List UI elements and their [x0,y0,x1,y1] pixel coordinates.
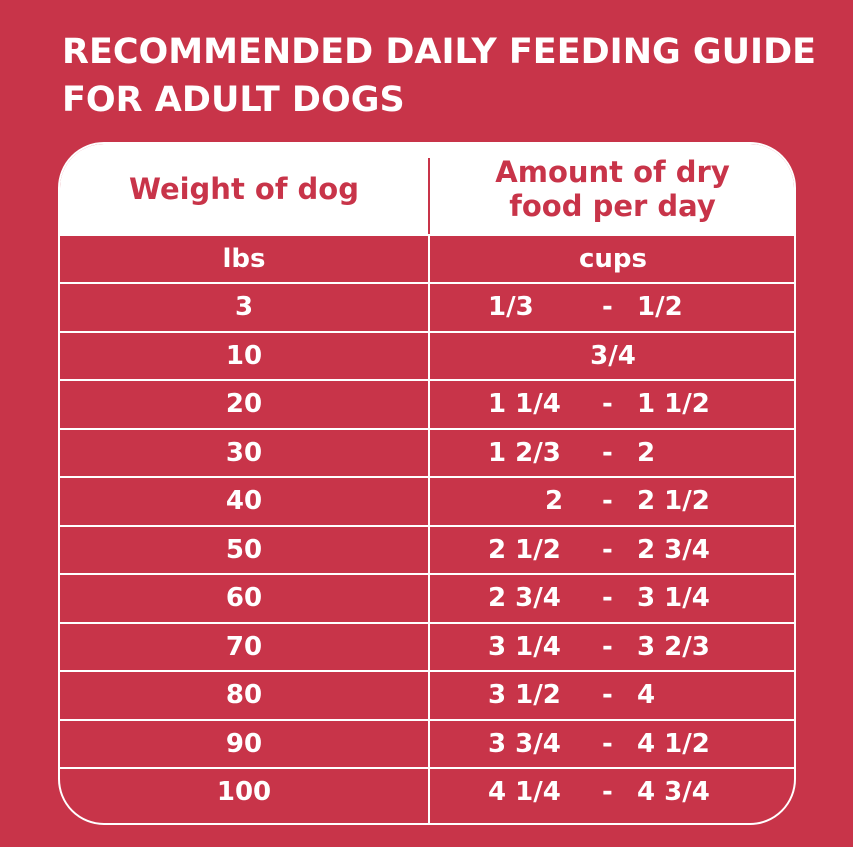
weight-cell: 30 [225,437,263,468]
table-row: 30 1 2/3 -2 [60,427,794,476]
amount-min: 1 2/3 [488,437,561,468]
amount-max: 3 2/3 [637,631,710,662]
range-dash: - [602,777,613,807]
amount-min: 1/3 [488,292,534,322]
header-amount-label: Amount of dry food per day [495,155,730,223]
amount-cell: 1 1/4 -1 1/2 [430,381,794,427]
page-title: RECOMMENDED DAILY FEEDING GUIDE FOR ADUL… [62,32,817,120]
amount-min: 2 [545,486,564,516]
range-dash: - [602,631,613,662]
amount-max: 2 1/2 [637,486,710,516]
amount-cell: 3 3/4 -4 1/2 [430,721,794,767]
weight-cell: 40 [225,486,263,516]
table-row: 3 1/3 -1/2 [60,282,794,330]
table-row: 100 4 1/4 -4 3/4 [60,767,794,815]
table-row: 10 3/4 [60,330,794,379]
amount-cell: 2 -2 1/2 [430,478,794,524]
header-amount: Amount of dry food per day [429,144,794,234]
units-weight: lbs [222,244,266,274]
amount-min: 3 1/2 [488,680,561,710]
amount-min: 3 3/4 [488,728,561,759]
range-dash: - [602,680,613,710]
header-weight: Weight of dog [128,172,359,206]
amount-min: 2 1/2 [488,534,561,565]
amount-cell: 2 1/2 -2 3/4 [430,527,794,573]
amount-max: 4 3/4 [637,777,710,807]
range-dash: - [602,486,613,516]
range-dash: - [602,292,613,322]
table-row: 70 3 1/4 -3 2/3 [60,621,794,670]
amount-max: 4 1/2 [637,728,710,759]
weight-cell: 90 [225,728,263,759]
amount-min: 1 1/4 [488,389,561,419]
amount-max: 4 [637,680,656,710]
table-header: Weight of dog Amount of dry food per day [60,144,794,234]
weight-cell: 50 [225,534,263,565]
amount-cell: 1/3 -1/2 [430,284,794,330]
amount-cell: 3/4 [430,333,794,379]
range-dash: - [602,583,613,613]
weight-cell: 10 [225,340,263,371]
range-dash: - [602,389,613,419]
amount-value: 3/4 [590,340,636,371]
weight-cell: 80 [225,680,263,710]
amount-max: 1 1/2 [637,389,710,419]
weight-cell: 3 [234,292,254,322]
units-amount: cups [578,244,647,274]
table-row: 50 2 1/2 -2 3/4 [60,524,794,573]
amount-max: 1/2 [637,292,683,322]
amount-cell: 2 3/4 -3 1/4 [430,575,794,621]
amount-min: 3 1/4 [488,631,561,662]
amount-cell: 3 1/4 -3 2/3 [430,624,794,670]
column-divider [428,234,430,823]
weight-cell: 70 [225,631,263,662]
range-dash: - [602,437,613,468]
amount-cell: 1 2/3 -2 [430,430,794,476]
weight-cell: 20 [225,389,263,419]
amount-max: 3 1/4 [637,583,710,613]
feeding-table: Weight of dog Amount of dry food per day… [58,142,796,825]
table-row: 90 3 3/4 -4 1/2 [60,718,794,767]
amount-max: 2 [637,437,656,468]
table-row: 20 1 1/4 -1 1/2 [60,379,794,427]
table-row: 60 2 3/4 -3 1/4 [60,573,794,621]
table-row: 80 3 1/2 -4 [60,670,794,718]
weight-cell: 100 [216,777,272,807]
amount-min: 2 3/4 [488,583,561,613]
weight-cell: 60 [225,583,263,613]
amount-max: 2 3/4 [637,534,710,565]
range-dash: - [602,534,613,565]
table-row: 40 2 -2 1/2 [60,476,794,524]
amount-cell: 3 1/2 -4 [430,672,794,718]
amount-cell: 4 1/4 -4 3/4 [430,769,794,815]
amount-min: 4 1/4 [488,777,561,807]
header-divider [428,158,430,234]
units-row: lbs cups [60,234,794,282]
range-dash: - [602,728,613,759]
